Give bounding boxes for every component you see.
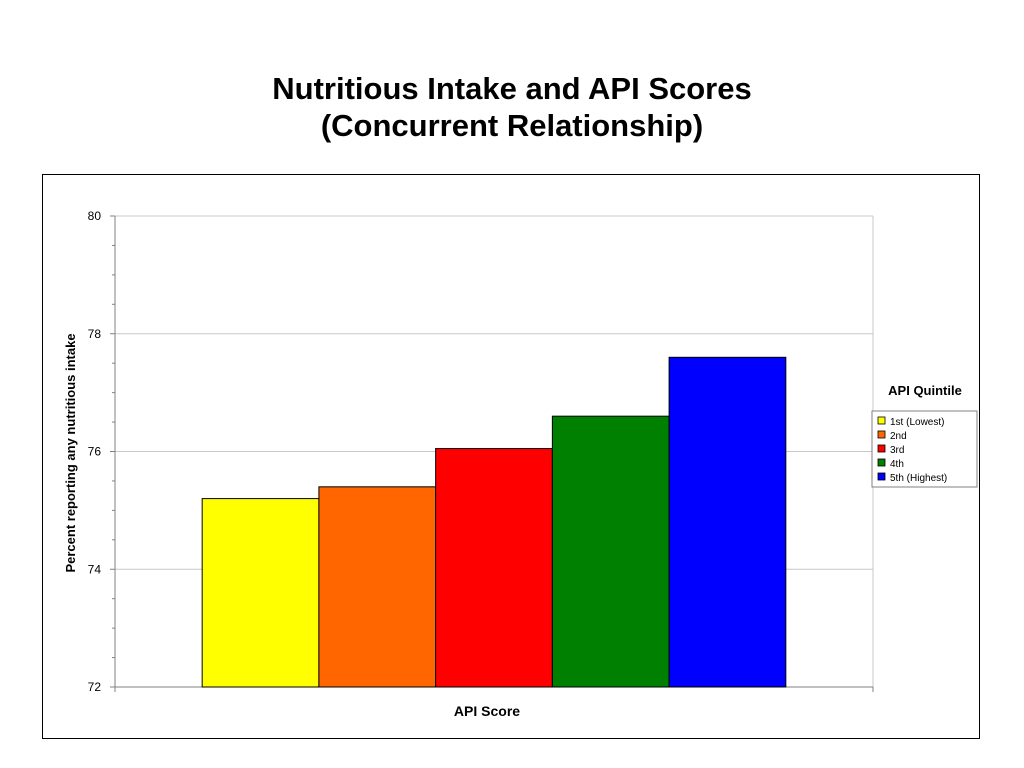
y-tick-label: 76 xyxy=(88,445,102,459)
legend: 1st (Lowest) 2nd 3rd 4th 5th (Highest) xyxy=(871,410,978,488)
y-tick-label: 74 xyxy=(88,562,102,576)
legend-swatch xyxy=(877,430,886,439)
chart-title: Nutritious Intake and API Scores (Concur… xyxy=(0,70,1024,144)
y-tick-label: 72 xyxy=(88,680,102,694)
legend-box xyxy=(871,410,978,488)
bar-chart: 72 74 76 78 80 Percent reporting any nutriti… xyxy=(63,209,978,719)
legend-title: API Quintile xyxy=(888,383,962,398)
legend-label: 2nd xyxy=(890,431,907,442)
legend-label: 3rd xyxy=(890,445,904,456)
legend-swatch xyxy=(877,444,886,453)
legend-swatch xyxy=(877,472,886,481)
chart-title-line-1: Nutritious Intake and API Scores xyxy=(272,71,752,106)
chart-title-line-2: (Concurrent Relationship) xyxy=(320,108,704,143)
y-tick-label: 80 xyxy=(88,209,102,223)
bar-2 xyxy=(318,486,437,688)
bar-4 xyxy=(551,415,670,688)
legend-swatch xyxy=(877,458,886,467)
legend-label: 4th xyxy=(890,459,904,470)
legend-swatch xyxy=(877,416,886,425)
bar-3 xyxy=(435,448,553,688)
legend-label: 1st (Lowest) xyxy=(890,417,944,428)
y-tick-label: 78 xyxy=(88,327,102,341)
bar-1 xyxy=(201,498,320,688)
x-axis-label: API Score xyxy=(454,703,520,719)
bar-5 xyxy=(668,356,787,688)
y-axis-label: Percent reporting any nutritious intake xyxy=(63,333,78,572)
chart-area: 72 74 76 78 80 Percent reporting any nutriti… xyxy=(42,174,980,739)
plot-area: 72 74 76 78 80 xyxy=(88,209,874,694)
legend-label: 5th (Highest) xyxy=(890,473,947,484)
